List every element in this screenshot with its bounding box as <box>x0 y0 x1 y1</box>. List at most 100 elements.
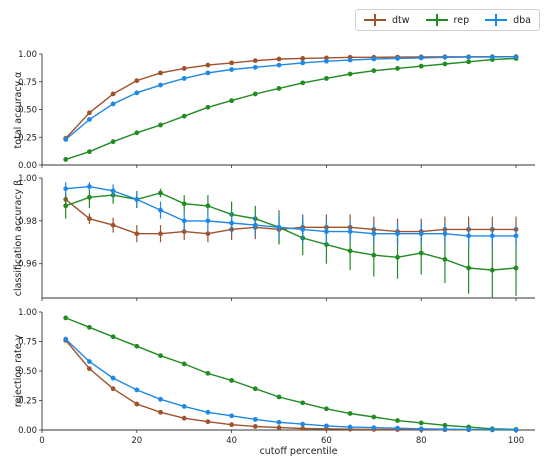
data-point-rep <box>395 418 400 423</box>
data-point-rep <box>87 194 92 200</box>
data-point-rep <box>418 63 424 69</box>
data-point-rep <box>229 378 235 383</box>
y-tick-label: 0.50 <box>18 367 37 377</box>
data-point-dba <box>513 233 519 239</box>
legend-swatch-rep <box>425 14 448 26</box>
data-point-dba <box>347 424 353 430</box>
data-point-rep <box>347 248 353 254</box>
data-point-dba <box>371 425 377 431</box>
legend-swatch-dba <box>485 14 508 26</box>
data-point-dba <box>110 101 116 107</box>
data-point-dba <box>395 425 400 431</box>
data-point-dba <box>276 419 282 425</box>
data-point-rep <box>418 250 424 256</box>
x-tick-label: 0 <box>39 436 44 446</box>
data-point-rep <box>395 66 400 71</box>
data-point-dba <box>418 426 424 432</box>
data-point-dba <box>489 427 495 433</box>
data-point-dba <box>181 76 187 81</box>
y-axis-label: rejection rate γ <box>13 334 24 407</box>
data-point-dba <box>371 231 377 237</box>
data-point-dtw <box>205 419 211 425</box>
panel-3: 0.00 0.25 0.50 0.75 1.00 0 20 40 60 80 100 rejectio… <box>13 308 535 457</box>
data-point-dtw <box>134 78 140 84</box>
data-point-rep <box>300 80 306 86</box>
data-point-dtw <box>158 231 163 237</box>
y-tick-label: 0.00 <box>18 426 37 436</box>
data-point-dba <box>205 409 211 415</box>
y-tick-label: 0.75 <box>18 338 37 348</box>
data-point-dba <box>324 423 329 429</box>
data-point-rep <box>229 98 235 104</box>
data-point-dtw <box>181 66 187 71</box>
y-axis-label: classification accuracy β <box>13 180 24 296</box>
data-point-rep <box>63 157 69 162</box>
data-point-rep <box>181 201 187 207</box>
data-point-dtw <box>87 110 92 116</box>
data-point-dba <box>181 218 187 224</box>
data-point-dba <box>87 117 92 122</box>
data-point-rep <box>371 252 377 258</box>
data-point-dba <box>181 404 187 409</box>
data-point-dba <box>324 229 329 234</box>
data-point-rep <box>347 411 353 416</box>
data-point-dtw <box>205 62 211 68</box>
data-point-dtw <box>276 56 282 62</box>
data-point-rep <box>371 414 377 420</box>
series-dba <box>63 336 519 433</box>
y-tick-label: 1.00 <box>18 50 37 60</box>
series-dba <box>63 54 519 142</box>
series-rep <box>63 56 519 162</box>
data-point-dtw <box>324 55 329 61</box>
data-point-dba <box>395 231 400 237</box>
series-line-rep <box>65 192 517 271</box>
series-line-dba <box>65 56 517 141</box>
data-point-dtw <box>110 91 116 97</box>
data-point-dba <box>442 231 448 237</box>
data-point-dtw <box>300 426 306 431</box>
y-tick-label: 0.75 <box>18 78 37 88</box>
data-point-dba <box>229 220 235 226</box>
series-line-dtw <box>65 56 516 139</box>
data-point-dba <box>158 396 163 402</box>
data-point-dtw <box>181 415 187 421</box>
data-point-dtw <box>87 216 92 222</box>
data-point-rep <box>418 420 424 426</box>
data-point-dba <box>110 188 116 194</box>
data-point-dba <box>158 82 163 88</box>
data-point-rep <box>276 86 282 91</box>
x-tick-label: 20 <box>131 436 142 446</box>
x-axis-label: cutoff percentile <box>260 446 338 457</box>
data-point-dtw <box>300 56 306 61</box>
data-point-dba <box>87 359 92 364</box>
data-point-rep <box>87 149 92 155</box>
data-point-dba <box>418 231 424 237</box>
data-point-dtw <box>252 424 258 429</box>
data-point-rep <box>347 71 353 77</box>
data-point-rep <box>110 139 116 145</box>
data-point-rep <box>205 203 211 209</box>
data-point-dba <box>87 184 92 189</box>
data-point-dtw <box>134 231 140 237</box>
series-rep <box>63 186 519 298</box>
x-tick-label: 80 <box>416 436 427 446</box>
series-dba <box>63 182 519 247</box>
data-point-rep <box>442 257 448 262</box>
x-tick-label: 40 <box>226 436 237 446</box>
data-point-dtw <box>110 386 116 392</box>
data-point-dba <box>489 54 495 60</box>
data-point-dtw <box>87 366 92 372</box>
y-tick-label: 0.50 <box>18 106 37 116</box>
data-point-dba <box>418 55 424 61</box>
y-tick-label: 0.25 <box>18 133 37 143</box>
data-point-rep <box>158 353 163 359</box>
data-point-dtw <box>181 229 187 234</box>
x-tick-label: 100 <box>508 436 524 446</box>
series-dtw <box>63 54 519 141</box>
data-point-dba <box>252 416 258 422</box>
data-point-dba <box>134 90 140 96</box>
data-point-rep <box>466 59 472 65</box>
legend: dtw rep dba <box>355 9 540 31</box>
